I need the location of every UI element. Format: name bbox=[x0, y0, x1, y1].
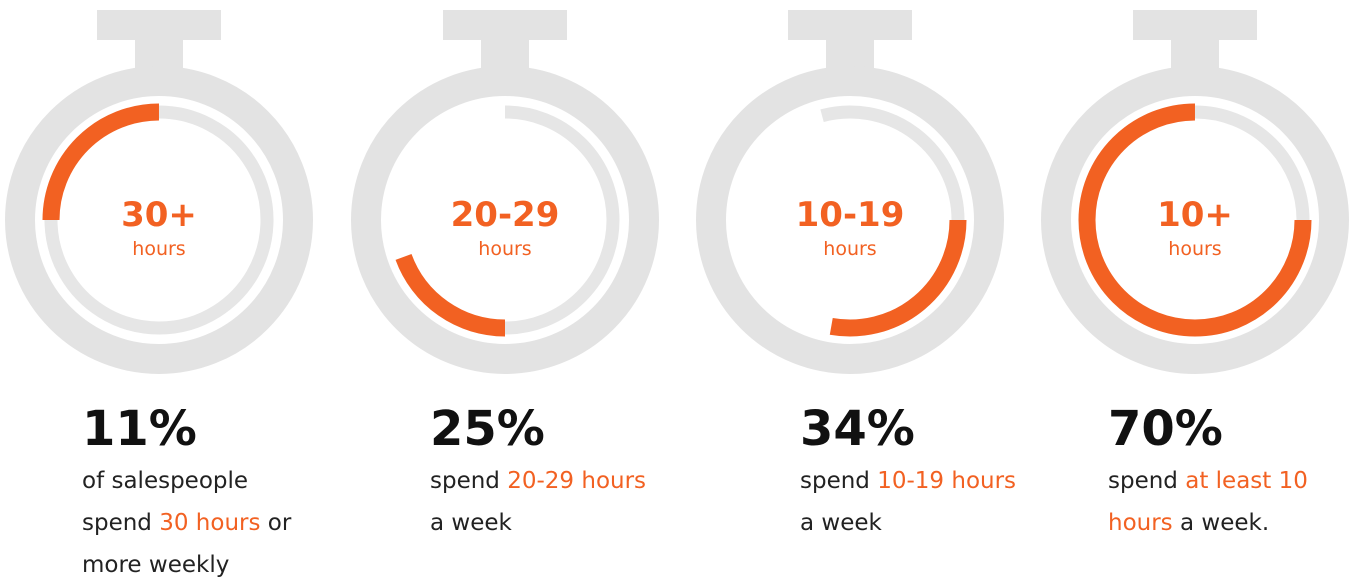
crown bbox=[1133, 10, 1257, 40]
stat: 25% bbox=[430, 401, 545, 457]
outer-ring bbox=[696, 66, 1004, 374]
description-line: hours a week. bbox=[1108, 510, 1269, 536]
gauge-unit: hours bbox=[823, 238, 876, 260]
description-line: spend 10-19 hours bbox=[800, 468, 1016, 494]
text: of salespeople bbox=[82, 468, 248, 494]
crown bbox=[788, 10, 912, 40]
description-line: more weekly bbox=[82, 552, 229, 578]
gauge-unit: hours bbox=[478, 238, 531, 260]
description-line: a week bbox=[430, 510, 513, 536]
text: spend bbox=[430, 468, 507, 494]
progress-arc bbox=[42, 103, 160, 221]
progress-arc bbox=[829, 219, 967, 337]
outer-ring bbox=[5, 66, 313, 374]
text: spend bbox=[82, 510, 159, 536]
highlight: hours bbox=[1108, 510, 1173, 536]
progress-arc bbox=[395, 253, 506, 337]
stat: 34% bbox=[800, 401, 915, 457]
highlight: at least 10 bbox=[1185, 468, 1308, 494]
crown bbox=[443, 10, 567, 40]
highlight: 10-19 hours bbox=[877, 468, 1016, 494]
description-line: of salespeople bbox=[82, 468, 248, 494]
progress-arc bbox=[1078, 103, 1312, 337]
description-line: spend 30 hours or bbox=[82, 510, 292, 536]
description-line: a week bbox=[800, 510, 883, 536]
gauge-value: 30+ bbox=[121, 195, 197, 235]
gauge-value: 10-19 bbox=[796, 195, 905, 235]
track bbox=[1194, 105, 1310, 221]
text: a week bbox=[800, 510, 883, 536]
stopwatch: 30+ hours bbox=[5, 10, 313, 374]
stopwatch: 20-29 hours bbox=[351, 10, 659, 374]
description-line: spend 20-29 hours bbox=[430, 468, 646, 494]
description-line: spend at least 10 bbox=[1108, 468, 1308, 494]
text: more weekly bbox=[82, 552, 229, 578]
text: a week. bbox=[1173, 510, 1269, 536]
gauge-value: 20-29 bbox=[451, 195, 560, 235]
outer-ring bbox=[351, 66, 659, 374]
text: a week bbox=[430, 510, 513, 536]
gauge-unit: hours bbox=[132, 238, 185, 260]
crown bbox=[97, 10, 221, 40]
highlight: 30 hours bbox=[159, 510, 260, 536]
outer-ring bbox=[1041, 66, 1349, 374]
gauge-value: 10+ bbox=[1157, 195, 1233, 235]
stopwatch: 10+ hours bbox=[1041, 10, 1349, 374]
stopwatch: 10-19 hours bbox=[696, 10, 1004, 374]
text: spend bbox=[1108, 468, 1185, 494]
text: spend bbox=[800, 468, 877, 494]
track bbox=[504, 105, 620, 335]
stat: 70% bbox=[1108, 401, 1223, 457]
text: or bbox=[260, 510, 291, 536]
highlight: 20-29 hours bbox=[507, 468, 646, 494]
gauge-unit: hours bbox=[1168, 238, 1221, 260]
stat: 11% bbox=[82, 401, 197, 457]
track bbox=[820, 105, 965, 221]
